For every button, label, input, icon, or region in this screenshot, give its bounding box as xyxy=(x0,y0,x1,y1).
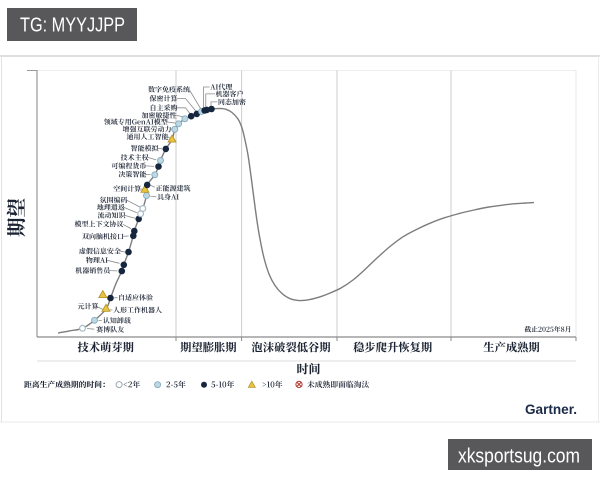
svg-text:xksportsug.com: xksportsug.com xyxy=(458,446,580,468)
svg-text:Gartner.: Gartner. xyxy=(525,401,577,417)
svg-text:TG: MYYJJPP: TG: MYYJJPP xyxy=(20,15,125,37)
